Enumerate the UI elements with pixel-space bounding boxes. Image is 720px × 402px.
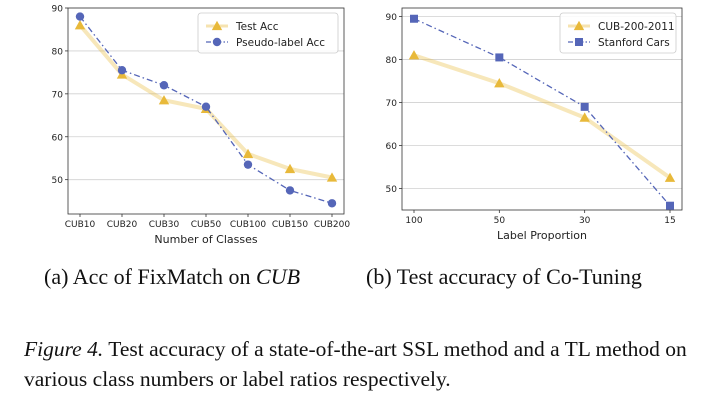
series-line-0 (413, 53, 672, 180)
data-point-1 (285, 186, 295, 195)
x-tick-label: CUB10 (65, 220, 96, 230)
subcaption-a: (a) Acc of FixMatch on CUB (44, 264, 300, 290)
data-point-1 (580, 102, 589, 111)
x-tick-label: 50 (494, 216, 506, 226)
subcaption-b-text: Test accuracy of Co-Tuning (396, 264, 642, 289)
legend-box (197, 12, 339, 54)
x-tick-label: CUB30 (149, 220, 180, 230)
legend-marker (212, 37, 222, 47)
data-point-1 (410, 14, 418, 23)
y-tick-label: 50 (52, 176, 64, 186)
data-point-1 (327, 199, 337, 208)
x-tick-label: CUB150 (272, 220, 308, 230)
y-tick-label: 60 (52, 133, 64, 143)
y-tick-label: 80 (52, 47, 64, 57)
x-tick-label: CUB50 (191, 220, 222, 230)
data-point-1 (243, 160, 253, 169)
figure-caption-text: Test accuracy of a state-of-the-art SSL … (24, 337, 687, 391)
y-tick-label: 90 (386, 13, 398, 23)
x-tick-label: CUB100 (230, 220, 266, 230)
figure-caption-label: Figure 4. (24, 337, 104, 361)
x-tick-label: CUB20 (107, 220, 138, 230)
legend-label: CUB-200-2011 (598, 21, 675, 33)
y-tick-label: 60 (386, 142, 398, 152)
subcaption-a-text: Acc of FixMatch on (72, 264, 251, 289)
data-point-0 (326, 172, 338, 182)
data-point-1 (159, 81, 169, 90)
x-tick-label: 15 (664, 216, 675, 226)
chart-fixmatch-cub: 50 60 70 80 90 CUB10 CUB20 CUB30 CUB50 CUB100 CUB1… (52, 5, 351, 247)
chart-co-tuning: 50 60 70 80 90 100 50 30 15 Label Proportion CUB-2… (386, 7, 683, 242)
data-point-1 (495, 53, 504, 62)
subcaption-a-italic: CUB (256, 264, 301, 289)
legend-label: Stanford Cars (598, 37, 670, 49)
data-point-0 (74, 19, 86, 30)
legend-marker (211, 20, 223, 31)
x-axis-label: Label Proportion (497, 229, 587, 242)
data-point-1 (75, 12, 85, 21)
series-line-1 (413, 18, 671, 207)
data-point-1 (666, 201, 674, 210)
x-tick-label: 30 (579, 216, 591, 226)
legend-label: Test Acc (235, 21, 279, 33)
y-tick-label: 70 (52, 90, 64, 100)
data-point-1 (117, 66, 127, 75)
y-tick-label: 80 (386, 56, 398, 66)
legend-marker (573, 20, 585, 31)
subcaption-b-label: (b) (366, 264, 392, 289)
legend-label: Pseudo-label Acc (236, 37, 325, 49)
data-point-0 (242, 148, 254, 159)
subcaption-b: (b) Test accuracy of Co-Tuning (366, 264, 642, 290)
y-tick-label: 50 (386, 185, 398, 195)
x-axis-label: Number of Classes (154, 233, 257, 246)
x-tick-label: 100 (405, 216, 422, 226)
data-point-1 (201, 102, 211, 111)
data-point-0 (408, 50, 420, 60)
data-point-0 (494, 78, 505, 88)
plot-frame (401, 7, 683, 211)
x-tick-label: CUB200 (314, 220, 350, 230)
data-point-0 (664, 172, 676, 182)
legend-marker (575, 38, 583, 46)
figure-caption: Figure 4. Test accuracy of a state-of-th… (24, 334, 714, 394)
y-tick-label: 70 (386, 99, 398, 109)
data-point-0 (158, 95, 170, 105)
y-tick-label: 90 (52, 5, 64, 15)
data-point-0 (284, 163, 296, 174)
data-point-0 (579, 112, 590, 122)
subcaption-a-label: (a) (44, 264, 69, 289)
legend-box (559, 12, 677, 54)
